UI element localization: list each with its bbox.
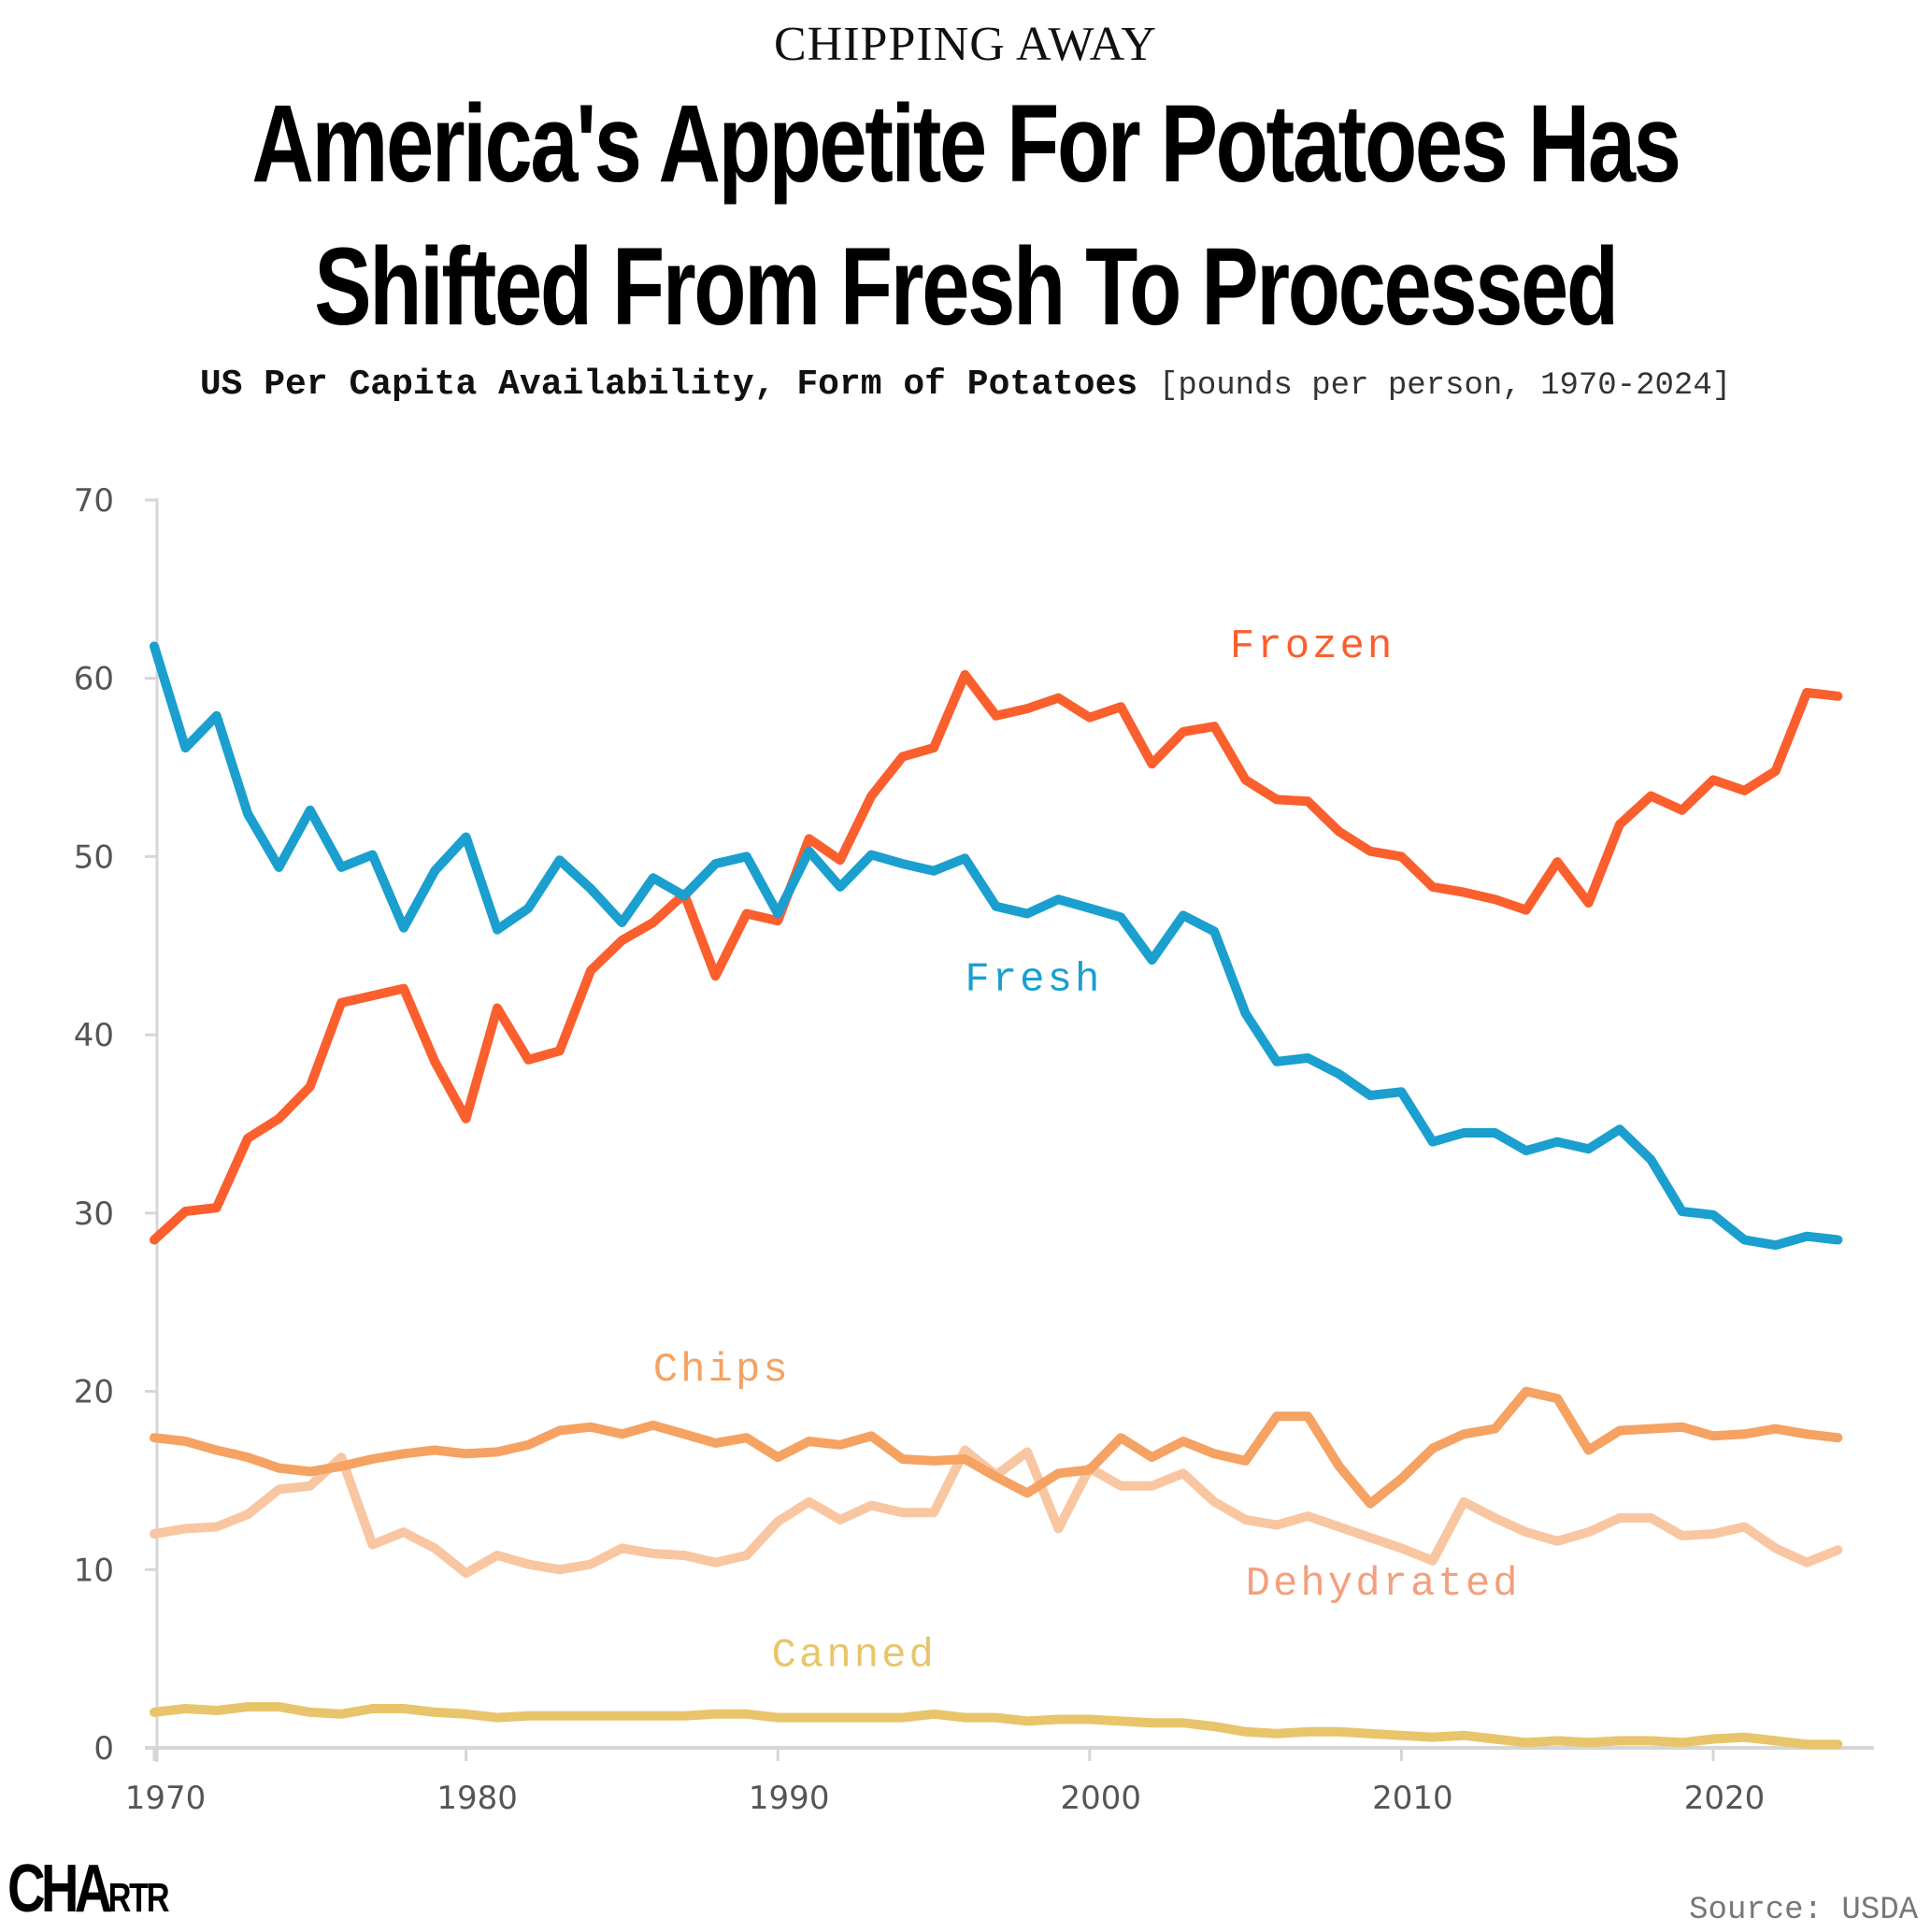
series-label-fresh: Fresh	[965, 956, 1102, 1003]
chart-series	[150, 641, 1843, 1750]
x-tick-label: 1990	[749, 1780, 830, 1817]
source-note: Source: USDA	[1689, 1893, 1918, 1928]
chart-series-labels: Fresh Frozen Chips Dehydrated Canned	[653, 623, 1521, 1679]
y-tick-label: 40	[74, 1017, 114, 1054]
logo-main: CHA	[7, 1852, 112, 1926]
y-tick-label: 70	[74, 482, 114, 520]
chart-title-line-2: Shifted From Fresh To Processed	[314, 225, 1619, 349]
subtitle-main: US Per Capita Availability, Form of Pota…	[199, 365, 1138, 405]
x-tick-label: 1970	[125, 1780, 207, 1817]
x-tick-label: 2000	[1061, 1780, 1142, 1817]
series-line-canned	[150, 1702, 1843, 1750]
series-label-canned: Canned	[772, 1632, 937, 1679]
chart-title-line-1: America's Appetite For Potatoes Has	[251, 82, 1681, 206]
logo-small: RTR	[107, 1875, 170, 1921]
series-label-frozen: Frozen	[1230, 623, 1395, 670]
series-line-chips	[150, 1386, 1843, 1509]
chartr-logo: CHARTR	[7, 1852, 170, 1926]
chart-kicker: CHIPPING AWAY	[774, 18, 1157, 71]
x-tick-label: 2010	[1372, 1780, 1453, 1817]
y-tick-label: 50	[74, 838, 114, 876]
subtitle-units: [pounds per person, 1970-2024]	[1159, 368, 1732, 404]
y-tick-label: 20	[74, 1374, 114, 1411]
chart-axes: 0 10 20 30 40 50 60 70 1970 1980 1990 2000 2010 2020	[74, 482, 1874, 1817]
series-line-dehydrated	[150, 1445, 1843, 1579]
y-tick-label: 60	[74, 661, 114, 698]
y-tick-label: 0	[93, 1730, 114, 1767]
y-tick-label: 30	[74, 1195, 114, 1233]
chart-subtitle: US Per Capita Availability, Form of Pota…	[0, 365, 1931, 405]
series-label-dehydrated: Dehydrated	[1246, 1561, 1521, 1608]
series-line-frozen	[150, 669, 1843, 1245]
x-tick-label: 1980	[436, 1780, 518, 1817]
series-label-chips: Chips	[653, 1347, 791, 1394]
y-tick-label: 10	[74, 1552, 114, 1589]
x-tick-label: 2020	[1684, 1780, 1766, 1817]
series-line-fresh	[150, 641, 1843, 1251]
